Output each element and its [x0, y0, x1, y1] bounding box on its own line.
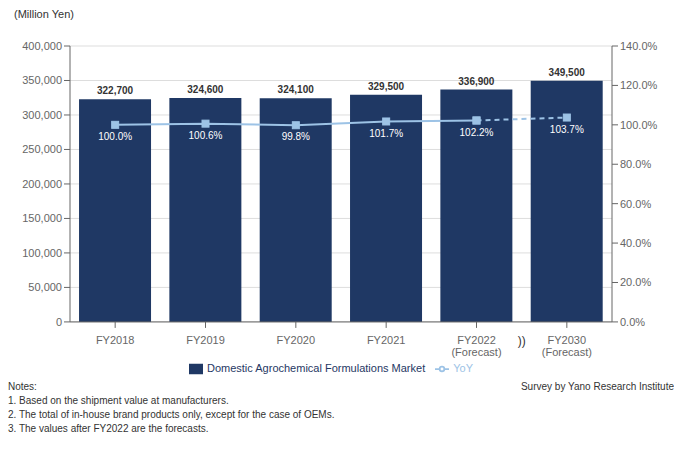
svg-text:FY2021: FY2021 [367, 334, 406, 346]
html-text:(Million Yen): (Million Yen) [14, 8, 74, 20]
svg-text:50,000: 50,000 [28, 281, 62, 293]
svg-text:)): )) [518, 334, 526, 348]
html-text:Survey by Yano Research Instit: Survey by Yano Research Institute [521, 381, 674, 392]
svg-text:100.0%: 100.0% [620, 119, 658, 131]
html-text:Domestic Agrochemical Formulat: Domestic Agrochemical Formulations Marke… [207, 361, 426, 374]
svg-text:102.2%: 102.2% [460, 127, 494, 138]
svg-text:150,000: 150,000 [22, 212, 62, 224]
svg-text:250,000: 250,000 [22, 143, 62, 155]
svg-text:324,100: 324,100 [278, 84, 315, 95]
html-text:YoY: YoY [453, 361, 473, 374]
svg-text:FY2030(Forecast): FY2030(Forecast) [542, 334, 592, 359]
svg-text:100.0%: 100.0% [98, 131, 132, 142]
svg-text:200,000: 200,000 [22, 178, 62, 190]
svg-text:FY2022(Forecast): FY2022(Forecast) [451, 334, 501, 359]
svg-text:FY2020: FY2020 [277, 334, 316, 346]
svg-text:0: 0 [56, 316, 62, 328]
svg-text:20.0%: 20.0% [620, 276, 651, 288]
svg-text:100,000: 100,000 [22, 247, 62, 259]
svg-text:140.0%: 140.0% [620, 40, 658, 52]
svg-text:103.7%: 103.7% [550, 124, 584, 135]
svg-text:322,700: 322,700 [97, 85, 134, 96]
svg-text:FY2019: FY2019 [186, 334, 225, 346]
svg-text:329,500: 329,500 [368, 81, 405, 92]
svg-text:324,600: 324,600 [187, 84, 224, 95]
svg-text:0.0%: 0.0% [620, 316, 645, 328]
svg-text:349,500: 349,500 [549, 67, 586, 78]
svg-text:101.7%: 101.7% [369, 128, 403, 139]
svg-text:60.0%: 60.0% [620, 198, 651, 210]
svg-text:80.0%: 80.0% [620, 158, 651, 170]
svg-text:100.6%: 100.6% [189, 130, 223, 141]
svg-text:99.8%: 99.8% [282, 131, 310, 142]
svg-text:120.0%: 120.0% [620, 79, 658, 91]
svg-text:336,900: 336,900 [458, 76, 495, 87]
svg-text:FY2018: FY2018 [96, 334, 135, 346]
html-text:Notes: 1. Based on the shipmen: Notes: 1. Based on the shipment value at… [8, 381, 335, 434]
svg-text:300,000: 300,000 [22, 109, 62, 121]
svg-text:350,000: 350,000 [22, 74, 62, 86]
svg-text:40.0%: 40.0% [620, 237, 651, 249]
svg-text:400,000: 400,000 [22, 40, 62, 52]
